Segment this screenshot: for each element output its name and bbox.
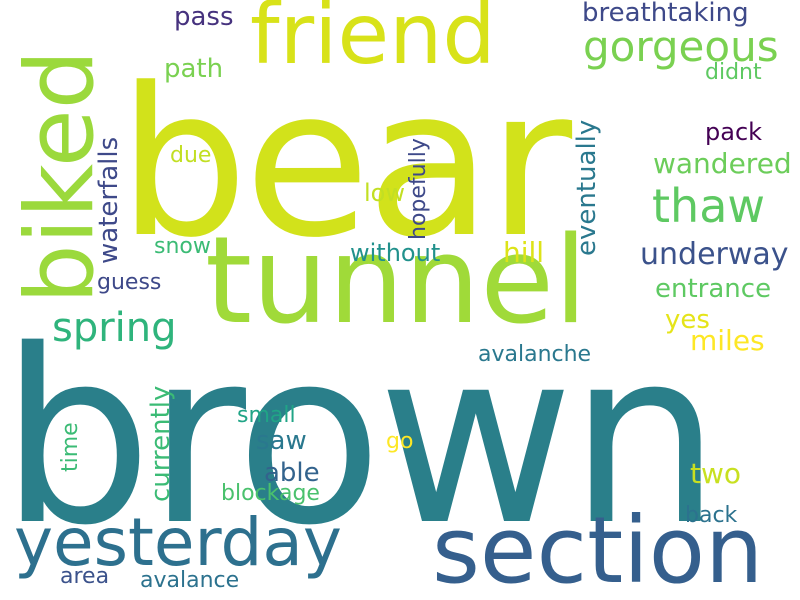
word-wandered: wandered bbox=[653, 147, 792, 180]
word-snow: snow bbox=[154, 234, 211, 259]
word-avalance: avalance bbox=[140, 568, 240, 593]
word-pass: pass bbox=[174, 2, 234, 32]
word-saw: saw bbox=[256, 426, 307, 456]
word-breathtaking: breathtaking bbox=[582, 0, 749, 28]
word-spring: spring bbox=[52, 305, 177, 351]
word-small: small bbox=[237, 403, 296, 428]
word-go: go bbox=[386, 429, 414, 454]
word-underway: underway bbox=[640, 237, 789, 272]
word-didnt: didnt bbox=[705, 60, 762, 85]
word-tunnel: tunnel bbox=[205, 212, 588, 351]
word-path: path bbox=[164, 54, 224, 84]
word-guess: guess bbox=[97, 270, 162, 295]
word-time: time bbox=[58, 422, 83, 472]
word-eventually: eventually bbox=[572, 119, 602, 256]
word-miles: miles bbox=[690, 324, 765, 357]
word-bear: bear bbox=[118, 45, 572, 283]
word-area: area bbox=[60, 564, 110, 589]
word-gorgeous: gorgeous bbox=[583, 22, 779, 71]
word-pack: pack bbox=[705, 118, 763, 146]
word-hill: hill bbox=[503, 236, 545, 269]
word-low: low bbox=[364, 179, 405, 207]
word-entrance: entrance bbox=[655, 274, 772, 304]
word-able: able bbox=[264, 458, 320, 488]
word-avalanche: avalanche bbox=[478, 342, 592, 367]
word-hopefully: hopefully bbox=[406, 138, 431, 240]
word-currently: currently bbox=[146, 385, 176, 502]
word-yes: yes bbox=[665, 305, 710, 335]
word-without: without bbox=[350, 239, 441, 267]
word-friend: friend bbox=[250, 0, 496, 83]
word-blockage: blockage bbox=[221, 481, 320, 506]
word-yesterday: yesterday bbox=[14, 504, 342, 581]
word-waterfalls: waterfalls bbox=[94, 136, 124, 264]
word-brown: brown bbox=[0, 298, 721, 578]
word-section: section bbox=[432, 497, 764, 600]
word-back: back bbox=[685, 503, 738, 528]
word-two: two bbox=[690, 457, 742, 490]
word-thaw: thaw bbox=[652, 179, 766, 233]
word-due: due bbox=[170, 143, 212, 168]
